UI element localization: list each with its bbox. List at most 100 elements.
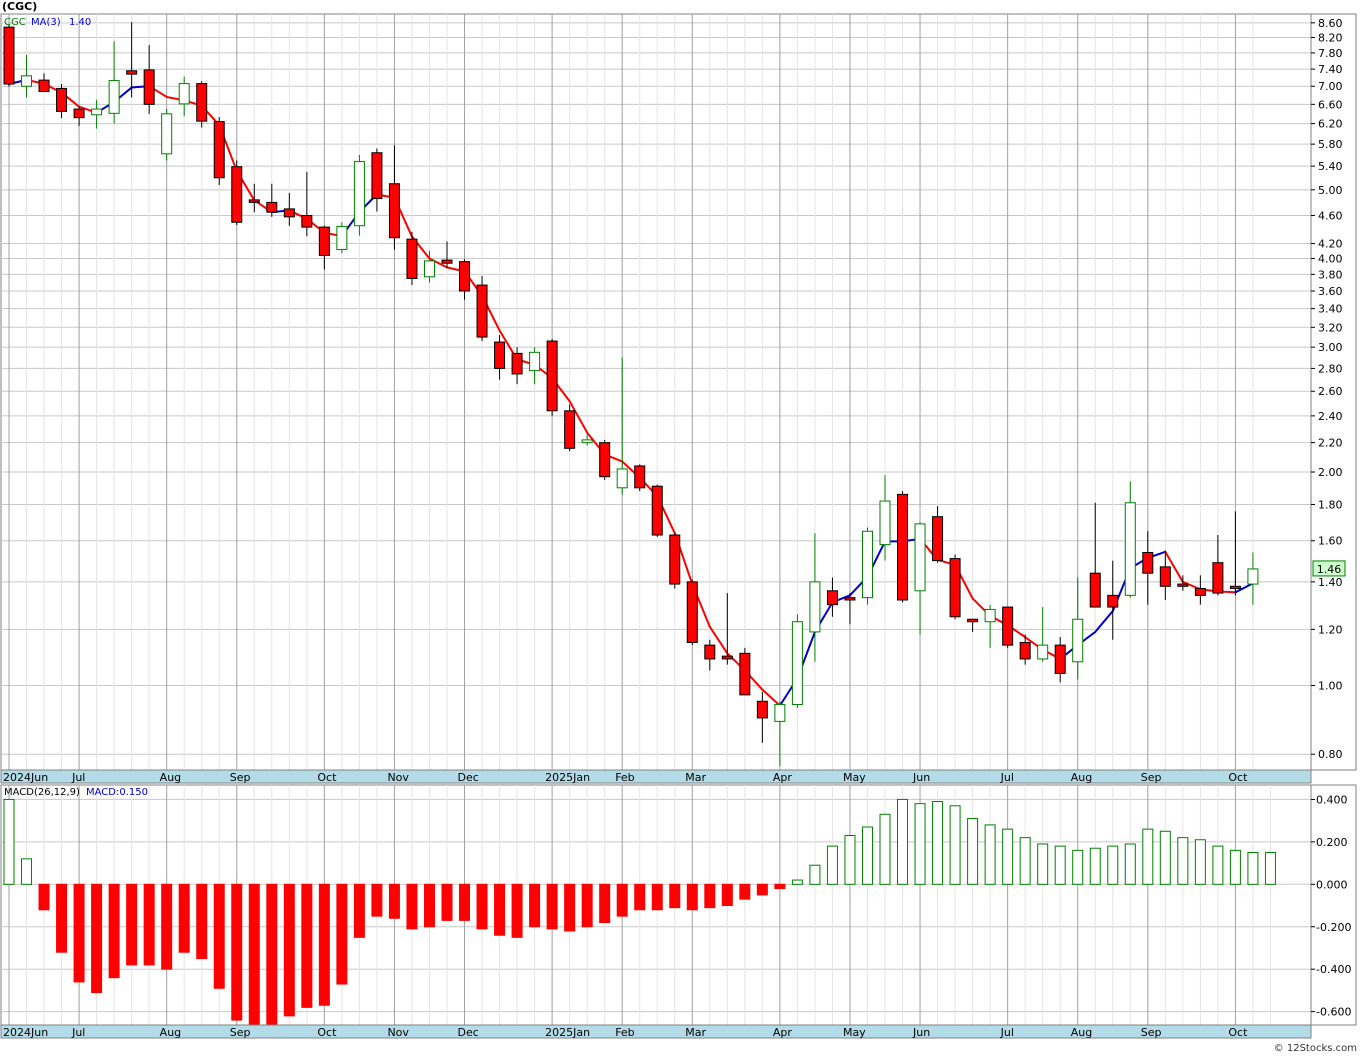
candle-body: [231, 166, 243, 223]
down-candle: [546, 339, 558, 416]
price-month-label: Jun: [912, 771, 930, 784]
price-tick-label: 3.40: [1318, 303, 1343, 316]
macd-bar: [406, 883, 418, 930]
macd-month-label: 2024Jun: [3, 1026, 48, 1039]
candle-body: [581, 439, 593, 444]
candle-body: [1107, 594, 1119, 608]
down-candle: [1229, 511, 1241, 596]
down-candle: [1159, 550, 1171, 600]
candle-body: [791, 621, 803, 706]
down-candle: [283, 192, 295, 226]
down-candle: [476, 275, 488, 342]
candle-body: [1019, 641, 1031, 660]
macd-month-label: Oct: [1228, 1026, 1248, 1039]
candle-body: [897, 493, 909, 601]
macd-bar: [686, 883, 698, 911]
macd-bar: [459, 883, 471, 921]
down-candle: [686, 579, 698, 646]
price-month-label: Feb: [615, 771, 634, 784]
candle-body: [1247, 568, 1259, 585]
macd-bar: [774, 883, 786, 890]
price-plot-area: [0, 13, 1312, 771]
macd-tick-label: 0.400: [1316, 793, 1348, 806]
macd-tick-label: 0.000: [1316, 878, 1348, 891]
down-candle: [634, 464, 646, 492]
macd-month-label: Nov: [387, 1026, 409, 1039]
candle-body: [283, 208, 295, 218]
price-month-label: Dec: [458, 771, 479, 784]
down-candle: [301, 171, 313, 237]
candle-body: [1212, 562, 1224, 594]
candle-body: [441, 259, 453, 264]
up-candle: [336, 222, 348, 254]
price-tick-label: 3.20: [1318, 321, 1343, 334]
price-tick-label: 1.20: [1318, 623, 1343, 636]
candle-body: [529, 351, 541, 372]
down-candle: [1107, 560, 1119, 640]
candle-body: [861, 530, 873, 599]
price-tick-label: 2.80: [1318, 362, 1343, 375]
candle-body: [844, 597, 856, 601]
down-candle: [739, 647, 751, 696]
macd-bar: [388, 883, 400, 919]
up-candle: [353, 154, 365, 236]
macd-legend: MACD(26,12,9) MACD:0.150: [4, 787, 148, 798]
macd-bar: [721, 883, 733, 907]
price-month-label: Jul: [1000, 771, 1014, 784]
price-month-label: Apr: [773, 771, 793, 784]
macd-tick-label: -0.600: [1316, 1006, 1351, 1019]
price-tick-label: 5.00: [1318, 184, 1343, 197]
macd-bar: [1247, 851, 1259, 885]
macd-bar: [564, 883, 576, 932]
candlesticks: [3, 22, 1259, 766]
price-legend: CGC MA(3) 1.40: [4, 17, 91, 28]
candle-body: [686, 581, 698, 643]
macd-month-label: Mar: [685, 1026, 706, 1039]
price-tick-label: 3.00: [1318, 341, 1343, 354]
price-tick-label: 6.60: [1318, 98, 1343, 111]
macd-bar: [21, 858, 33, 885]
macd-bar: [371, 883, 383, 917]
macd-month-label: Feb: [615, 1026, 634, 1039]
price-month-label: May: [843, 771, 866, 784]
down-candle: [406, 232, 418, 286]
macd-bar: [318, 883, 330, 1006]
down-candle: [231, 160, 243, 226]
price-tick-label: 7.00: [1318, 80, 1343, 93]
price-tick-label: 5.80: [1318, 138, 1343, 151]
price-month-strip: [0, 769, 1312, 784]
up-candle: [161, 109, 173, 161]
candle-body: [826, 590, 838, 606]
down-candle: [143, 45, 155, 114]
candle-body: [809, 581, 821, 633]
price-tick-label: 1.40: [1318, 576, 1343, 589]
macd-bar: [494, 883, 506, 936]
price-month-label: Oct: [1228, 771, 1248, 784]
candle-body: [38, 79, 50, 93]
down-candle: [1019, 634, 1031, 665]
macd-bar: [511, 883, 523, 938]
down-candle: [721, 593, 733, 665]
candle-body: [651, 485, 663, 536]
macd-bar: [844, 835, 856, 885]
macd-bar: [756, 883, 768, 896]
candle-body: [196, 83, 208, 122]
candle-body: [704, 644, 716, 660]
candle-body: [108, 80, 120, 114]
price-tick-label: 2.60: [1318, 385, 1343, 398]
ma-segment: [1164, 550, 1184, 583]
price-tick-label: 8.20: [1318, 31, 1343, 44]
candle-body: [721, 655, 733, 660]
price-tick-label: 3.60: [1318, 285, 1343, 298]
down-candle: [599, 439, 611, 480]
candle-body: [178, 83, 190, 105]
macd-bar: [669, 883, 681, 909]
up-candle: [1124, 481, 1136, 598]
macd-bar: [213, 883, 225, 989]
macd-bar: [897, 798, 909, 885]
macd-bar: [634, 883, 646, 911]
down-candle: [1212, 535, 1224, 596]
macd-bar: [599, 883, 611, 924]
candle-body: [634, 465, 646, 489]
